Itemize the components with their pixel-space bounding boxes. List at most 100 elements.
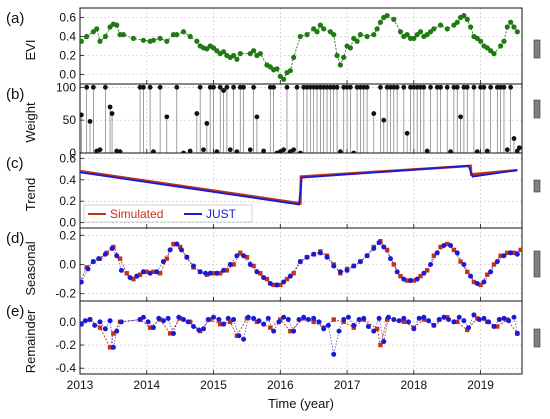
just-point	[461, 318, 467, 324]
just-point	[501, 315, 507, 321]
just-point	[261, 321, 267, 327]
simulated-point	[498, 253, 503, 258]
just-point	[234, 253, 240, 259]
simulated-point	[177, 244, 183, 250]
just-point	[261, 275, 267, 281]
weight-point	[354, 84, 360, 90]
just-point	[114, 328, 120, 334]
evi-point	[130, 35, 137, 42]
just-point	[178, 247, 184, 253]
simulated-point	[445, 241, 450, 247]
just-point	[336, 328, 342, 334]
just-point	[102, 326, 108, 332]
simulated-point	[518, 247, 522, 253]
simulated-point	[505, 250, 510, 256]
evi-point	[291, 54, 297, 61]
simulated-point	[404, 278, 410, 283]
weight-point	[516, 145, 522, 151]
weight-point	[378, 84, 383, 90]
weight-point	[234, 149, 240, 153]
just-point	[311, 251, 317, 257]
evi-point	[84, 33, 90, 40]
just-point	[394, 269, 400, 275]
weight-point	[511, 136, 517, 141]
simulated-point	[471, 279, 477, 285]
just-point	[140, 314, 146, 320]
just-point	[461, 262, 467, 267]
scale-bar	[533, 99, 541, 119]
evi-point	[234, 56, 240, 62]
evi-point	[114, 22, 120, 28]
just-point	[331, 263, 337, 269]
just-point	[451, 319, 457, 325]
just-point	[90, 259, 96, 265]
weight-point	[87, 119, 93, 124]
evi-point	[281, 76, 287, 82]
simulated-point	[331, 317, 336, 322]
evi-point	[257, 51, 263, 57]
y-tick-label: 100	[56, 80, 76, 94]
weight-point	[261, 148, 267, 153]
plot-area	[80, 312, 520, 357]
evi-point	[461, 13, 467, 19]
simulated-point	[167, 331, 173, 336]
just-point	[471, 312, 477, 318]
just-point	[271, 328, 277, 334]
simulated-point	[374, 326, 380, 332]
evi-point	[287, 68, 293, 74]
evi-point	[274, 66, 280, 72]
evi-point	[417, 29, 424, 35]
simulated-point	[164, 256, 169, 261]
panel-3: 0.2 0.0 -0.2 (d)Seasonal	[6, 227, 541, 302]
just-point	[102, 251, 108, 257]
panel-1: 100 50 0 (b)Weight	[6, 80, 541, 160]
simulated-point	[418, 273, 423, 279]
weight-point	[341, 84, 347, 90]
panel-label: (b)	[6, 86, 24, 103]
simulated-point	[124, 271, 129, 276]
weight-point	[461, 84, 467, 90]
simulated-point	[157, 271, 163, 276]
evi-point	[237, 51, 243, 57]
just-point	[381, 339, 387, 345]
panel-label: (d)	[6, 230, 24, 247]
weight-point	[464, 84, 470, 90]
scale-bar	[533, 179, 541, 193]
weight-point	[297, 150, 303, 153]
weight-point	[444, 84, 450, 90]
evi-point	[478, 38, 484, 44]
simulated-point	[455, 319, 460, 325]
weight-point	[494, 84, 500, 90]
just-point	[221, 267, 227, 273]
just-point	[96, 256, 102, 262]
weight-point	[504, 147, 510, 153]
just-point	[205, 317, 211, 323]
just-point	[114, 253, 120, 259]
weight-point	[314, 84, 320, 90]
weight-point	[237, 84, 243, 90]
evi-point	[220, 49, 227, 55]
evi-point	[501, 38, 507, 44]
weight-point	[241, 84, 246, 90]
evi-point	[140, 37, 147, 43]
weight-point	[84, 84, 90, 90]
weight-point	[227, 147, 233, 153]
just-point	[176, 314, 182, 320]
simulated-line	[81, 316, 518, 349]
simulated-point	[311, 319, 316, 325]
just-point	[356, 317, 362, 323]
simulated-point	[284, 276, 290, 282]
just-point	[285, 317, 291, 323]
just-point	[185, 319, 191, 325]
evi-point	[354, 38, 360, 44]
simulated-point	[231, 262, 236, 267]
weight-point	[90, 84, 96, 90]
legend-label-simulated: Simulated	[110, 207, 163, 221]
simulated-point	[251, 263, 256, 269]
evi-point	[80, 38, 84, 44]
weight-point	[137, 84, 143, 90]
weight-point	[388, 84, 393, 90]
simulated-point	[278, 282, 283, 288]
just-point	[154, 269, 160, 275]
panel-4: 0.0 -0.2 -0.4 (e)Remainder	[6, 300, 541, 375]
